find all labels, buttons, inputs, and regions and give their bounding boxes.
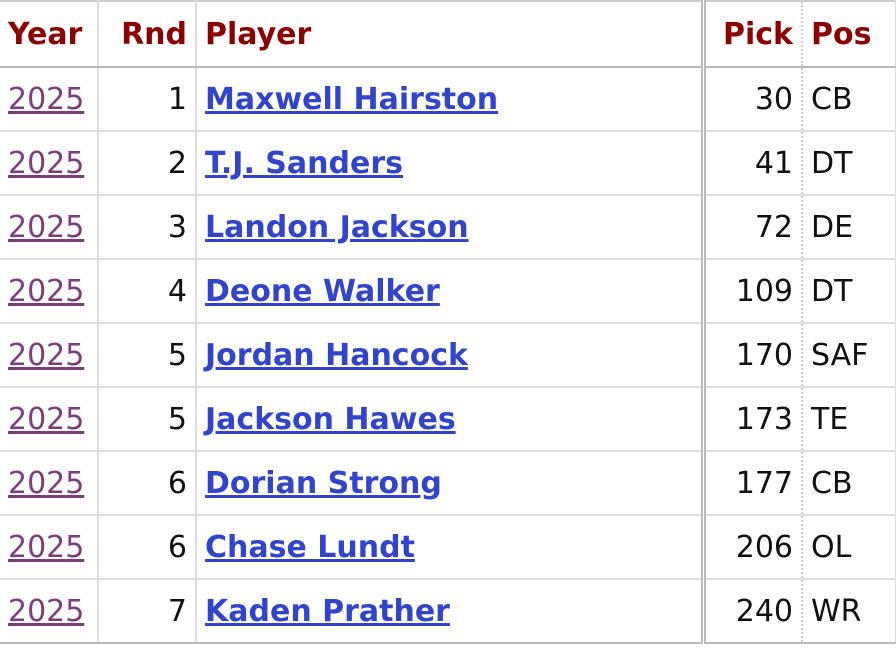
table-cell: WR	[802, 579, 896, 644]
player-link[interactable]: Kaden Prather	[205, 593, 450, 629]
player-link[interactable]: T.J. Sanders	[205, 145, 403, 181]
year-link[interactable]: 2025	[8, 465, 85, 501]
table-row: 2025 3 Landon Jackson 72 DE	[0, 195, 896, 260]
table-cell: 3	[98, 195, 197, 260]
table-cell: 30	[703, 67, 803, 132]
player-link[interactable]: Jackson Hawes	[205, 401, 456, 437]
player-link[interactable]: Chase Lundt	[205, 529, 415, 565]
header-row: Year Rnd Player Pick Pos	[0, 1, 896, 68]
table-cell: Maxwell Hairston	[196, 67, 706, 132]
player-link[interactable]: Dorian Strong	[205, 465, 442, 501]
table-row: 2025 5 Jackson Hawes 173 TE	[0, 387, 896, 452]
column-header: Rnd	[98, 1, 197, 68]
player-link[interactable]: Jordan Hancock	[205, 337, 468, 373]
table-cell: 72	[703, 195, 803, 260]
table-cell: 2	[98, 131, 197, 196]
table-cell: 41	[703, 131, 803, 196]
table-row: 2025 6 Chase Lundt 206 OL	[0, 515, 896, 580]
year-link[interactable]: 2025	[8, 337, 85, 373]
table-cell: TE	[802, 387, 896, 452]
table-cell: 206	[703, 515, 803, 580]
table-cell: 4	[98, 259, 197, 324]
table-cell: 6	[98, 451, 197, 516]
table-cell: 2025	[0, 195, 99, 260]
player-link[interactable]: Landon Jackson	[205, 209, 469, 245]
table-cell: 5	[98, 387, 197, 452]
table-cell: Dorian Strong	[196, 451, 706, 516]
table-cell: 2025	[0, 451, 99, 516]
player-link[interactable]: Maxwell Hairston	[205, 81, 499, 117]
table-cell: OL	[802, 515, 896, 580]
table-cell: Deone Walker	[196, 259, 706, 324]
table-row: 2025 5 Jordan Hancock 170 SAF	[0, 323, 896, 388]
column-header: Year	[0, 1, 99, 68]
table-cell: DT	[802, 131, 896, 196]
table-cell: Jackson Hawes	[196, 387, 706, 452]
player-link[interactable]: Deone Walker	[205, 273, 440, 309]
column-header: Player	[196, 1, 706, 68]
table-cell: 2025	[0, 579, 99, 644]
table-cell: 2025	[0, 131, 99, 196]
table-body: 2025 1 Maxwell Hairston 30 CB 2025 2 T.J. Sande…	[0, 67, 896, 644]
table-cell: DT	[802, 259, 896, 324]
table-cell: Kaden Prather	[196, 579, 706, 644]
table-cell: 2025	[0, 323, 99, 388]
table-cell: Landon Jackson	[196, 195, 706, 260]
draft-table: Year Rnd Player Pick Pos 2025 1 Maxwell Hairst…	[0, 0, 896, 644]
table-row: 2025 6 Dorian Strong 177 CB	[0, 451, 896, 516]
year-link[interactable]: 2025	[8, 209, 85, 245]
column-header: Pick	[703, 1, 803, 68]
table-cell: 2025	[0, 515, 99, 580]
table-cell: 6	[98, 515, 197, 580]
table-cell: CB	[802, 451, 896, 516]
year-link[interactable]: 2025	[8, 273, 85, 309]
table-cell: 173	[703, 387, 803, 452]
table-cell: 170	[703, 323, 803, 388]
year-link[interactable]: 2025	[8, 81, 85, 117]
table-cell: Chase Lundt	[196, 515, 706, 580]
year-link[interactable]: 2025	[8, 593, 85, 629]
table-cell: T.J. Sanders	[196, 131, 706, 196]
year-link[interactable]: 2025	[8, 401, 85, 437]
table-cell: DE	[802, 195, 896, 260]
table-cell: Jordan Hancock	[196, 323, 706, 388]
column-header: Pos	[802, 1, 896, 68]
year-link[interactable]: 2025	[8, 529, 85, 565]
table-cell: SAF	[802, 323, 896, 388]
table-cell: 2025	[0, 67, 99, 132]
table-cell: 1	[98, 67, 197, 132]
table-cell: CB	[802, 67, 896, 132]
table-cell: 2025	[0, 387, 99, 452]
table-row: 2025 1 Maxwell Hairston 30 CB	[0, 67, 896, 132]
table-cell: 5	[98, 323, 197, 388]
table-cell: 7	[98, 579, 197, 644]
table-cell: 2025	[0, 259, 99, 324]
table-cell: 109	[703, 259, 803, 324]
table-cell: 240	[703, 579, 803, 644]
table-cell: 177	[703, 451, 803, 516]
table-row: 2025 2 T.J. Sanders 41 DT	[0, 131, 896, 196]
year-link[interactable]: 2025	[8, 145, 85, 181]
table-row: 2025 7 Kaden Prather 240 WR	[0, 579, 896, 644]
table-row: 2025 4 Deone Walker 109 DT	[0, 259, 896, 324]
